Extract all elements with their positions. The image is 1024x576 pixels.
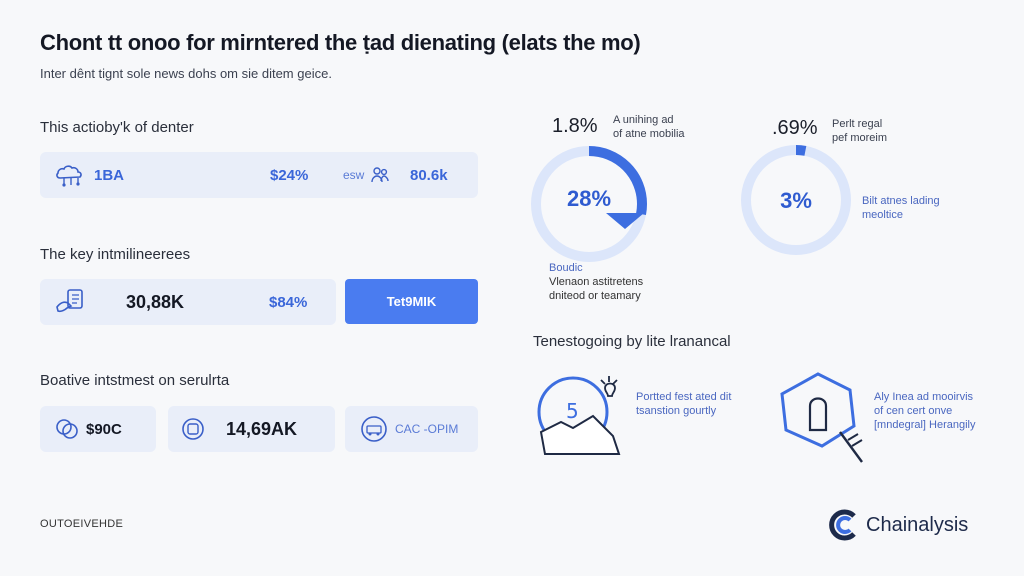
- row1-label: 1BA: [94, 166, 125, 184]
- document-hand-icon: [54, 287, 88, 317]
- logo-text: Chainalysis: [866, 513, 969, 536]
- right-stat-desc-1: Perlt regal: [832, 118, 883, 130]
- card2-value: 14,69AK: [226, 418, 298, 439]
- chainalysis-logo-icon: [829, 509, 856, 541]
- hexagon-key-icon: [780, 372, 863, 463]
- card1-cell: $90C: [54, 406, 122, 452]
- metric-row-2: 30,88K $84%: [40, 279, 336, 325]
- left-ring-value: 28%: [566, 186, 612, 211]
- coin-stack-icon: [54, 417, 80, 441]
- globe-truck-icon: [359, 415, 389, 443]
- section-label-2: The key intmilineerees: [40, 246, 191, 263]
- right-note-2: meoltice: [862, 209, 903, 221]
- right-note-1: Bilt atnes lading: [862, 195, 940, 207]
- item2-line-3: [mndegral] Herangily: [874, 419, 976, 431]
- card-2: 14,69AK: [168, 406, 335, 452]
- left-ring-chart: [531, 146, 647, 262]
- item2-line-2: of cen cert onve: [874, 405, 953, 417]
- row1-mini-label: esw: [343, 168, 365, 182]
- row2-value1: 30,88K: [126, 291, 185, 312]
- left-ring-progress: [531, 146, 647, 262]
- card2-cell: 14,69AK: [180, 406, 297, 452]
- footer-label: OUTOEIVEHDE: [40, 518, 124, 530]
- row1-value2: 80.6k: [410, 166, 448, 184]
- item1-line-2: tsanstion gourtly: [636, 405, 717, 417]
- people-icon: [370, 165, 390, 185]
- row2-value2: $84%: [269, 293, 308, 311]
- note-line-1: Vlenaon astitretens: [549, 276, 644, 288]
- card-3: CAC -OPIM: [345, 406, 478, 452]
- svg-text:5: 5: [566, 399, 579, 423]
- right-stat-big: .69%: [772, 117, 818, 139]
- card3-cell: CAC -OPIM: [359, 406, 458, 452]
- section-label-1: This actioby'k of denter: [40, 119, 194, 136]
- row1-value1: $24%: [270, 166, 309, 184]
- item1-line-1: Portted fest ated dit: [636, 391, 732, 403]
- section-label-3: Boative intstmest on serulrta: [40, 372, 230, 389]
- arrow-down-icon: [606, 213, 644, 229]
- shield-growth-icon: 5: [537, 376, 621, 455]
- badge-icon: [180, 416, 206, 442]
- right-ring-value: 3%: [780, 188, 812, 213]
- right-ring-chart: [741, 145, 851, 255]
- left-stat-big: 1.8%: [552, 115, 598, 137]
- cloud-network-icon: [54, 162, 88, 188]
- right-stat-desc-2: pef moreim: [832, 132, 888, 144]
- item2-line-1: Aly Inea ad mooirvis: [874, 391, 974, 403]
- note-title: Boudic: [549, 262, 583, 274]
- row1-mini-cell: esw: [343, 152, 390, 198]
- left-stat-desc-2: of atne mobilia: [613, 128, 685, 140]
- card1-value: $90C: [86, 420, 122, 438]
- card-1: $90C: [40, 406, 156, 452]
- row1-label-cell: 1BA: [54, 152, 124, 198]
- card3-value: CAC -OPIM: [395, 422, 459, 436]
- brand-logo[interactable]: Chainalysis: [828, 508, 968, 542]
- metric-row-1: 1BA $24% esw 80.6k: [40, 152, 478, 198]
- row2-icon-cell: [54, 279, 88, 325]
- right-ring-progress: [741, 145, 851, 255]
- cta-button[interactable]: Tet9MIK: [345, 279, 478, 324]
- page-title: Chont tt onoo for mirntered the ṭad dien…: [40, 30, 641, 55]
- section2-label: Tenestogoing by lite lranancal: [533, 333, 731, 350]
- note-line-2: dniteod or teamary: [549, 290, 641, 302]
- left-stat-desc-1: A unihing ad: [613, 114, 674, 126]
- page-subtitle: Inter dênt tiɡnt sole news dohs om sie d…: [40, 66, 332, 81]
